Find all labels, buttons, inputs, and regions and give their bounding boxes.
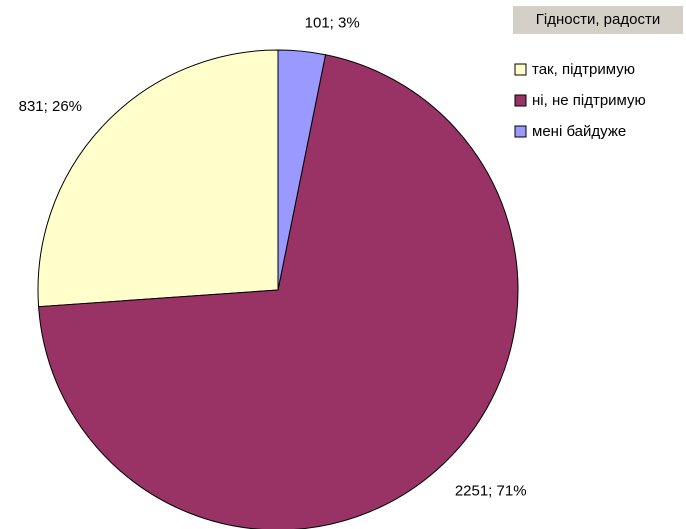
legend-swatch: [514, 94, 527, 107]
data-label: 2251; 71%: [455, 482, 527, 499]
legend-swatch: [514, 125, 527, 138]
chart-title: Гідности, радости: [536, 11, 660, 28]
pie-slice: [277, 49, 327, 291]
legend-label: так, підтримую: [532, 61, 635, 78]
data-label: 831; 26%: [19, 98, 82, 115]
data-label: 101; 3%: [305, 14, 360, 31]
legend-label: ні, не підтримую: [532, 92, 646, 109]
legend-label: мені байдуже: [532, 123, 626, 140]
pie-slice: [38, 54, 519, 529]
pie-slice: [37, 49, 279, 308]
legend-swatch: [514, 63, 527, 76]
title-box: [513, 6, 683, 34]
